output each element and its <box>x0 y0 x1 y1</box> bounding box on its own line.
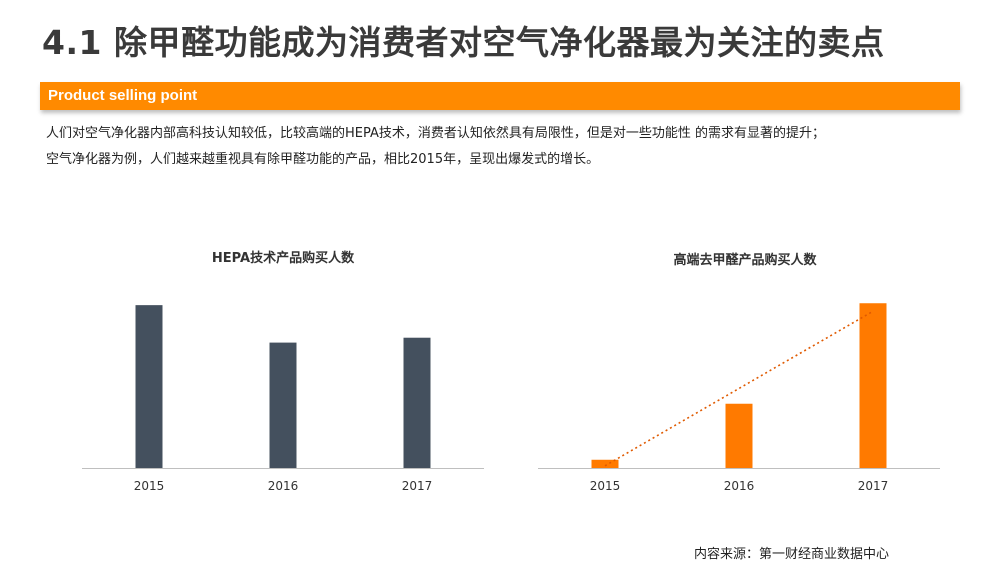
chart-2-title: 高端去甲醛产品购买人数 <box>673 252 817 268</box>
source-note: 内容来源：第一财经商业数据中心 <box>694 547 890 562</box>
chart-2-bar-2017 <box>859 303 887 468</box>
chart-1-bar-2017 <box>403 337 431 468</box>
section-banner: Product selling point <box>40 82 960 110</box>
page-title: 4.1 除甲醛功能成为消费者对空气净化器最为关注的卖点 <box>42 23 885 62</box>
chart-1-bar-2015 <box>135 305 163 468</box>
chart-2-tick-2015: 2015 <box>590 479 621 493</box>
chart-2-bar-2015 <box>591 459 619 468</box>
chart-2-tick-2017: 2017 <box>858 479 889 493</box>
intro-line-2: 空气净化器为例，人们越来越重视具有除甲醛功能的产品，相比2015年，呈现出爆发式… <box>46 152 600 167</box>
chart-1-tick-2017: 2017 <box>402 479 433 493</box>
banner-label: Product selling point <box>48 87 198 104</box>
chart-1-tick-2015: 2015 <box>134 479 165 493</box>
chart-1-tick-2016: 2016 <box>268 479 299 493</box>
intro-line-1: 人们对空气净化器内部高科技认知较低，比较高端的HEPA技术，消费者认知依然具有局… <box>46 126 826 141</box>
chart-1-title: HEPA技术产品购买人数 <box>212 250 355 266</box>
chart-2-bar-2016 <box>725 403 753 468</box>
intro-text: 人们对空气净化器内部高科技认知较低，比较高端的HEPA技术，消费者认知依然具有局… <box>46 121 966 173</box>
chart-2-tick-2016: 2016 <box>724 479 755 493</box>
chart-1-bar-2016 <box>269 342 297 468</box>
chart-2-trendline <box>604 310 874 467</box>
